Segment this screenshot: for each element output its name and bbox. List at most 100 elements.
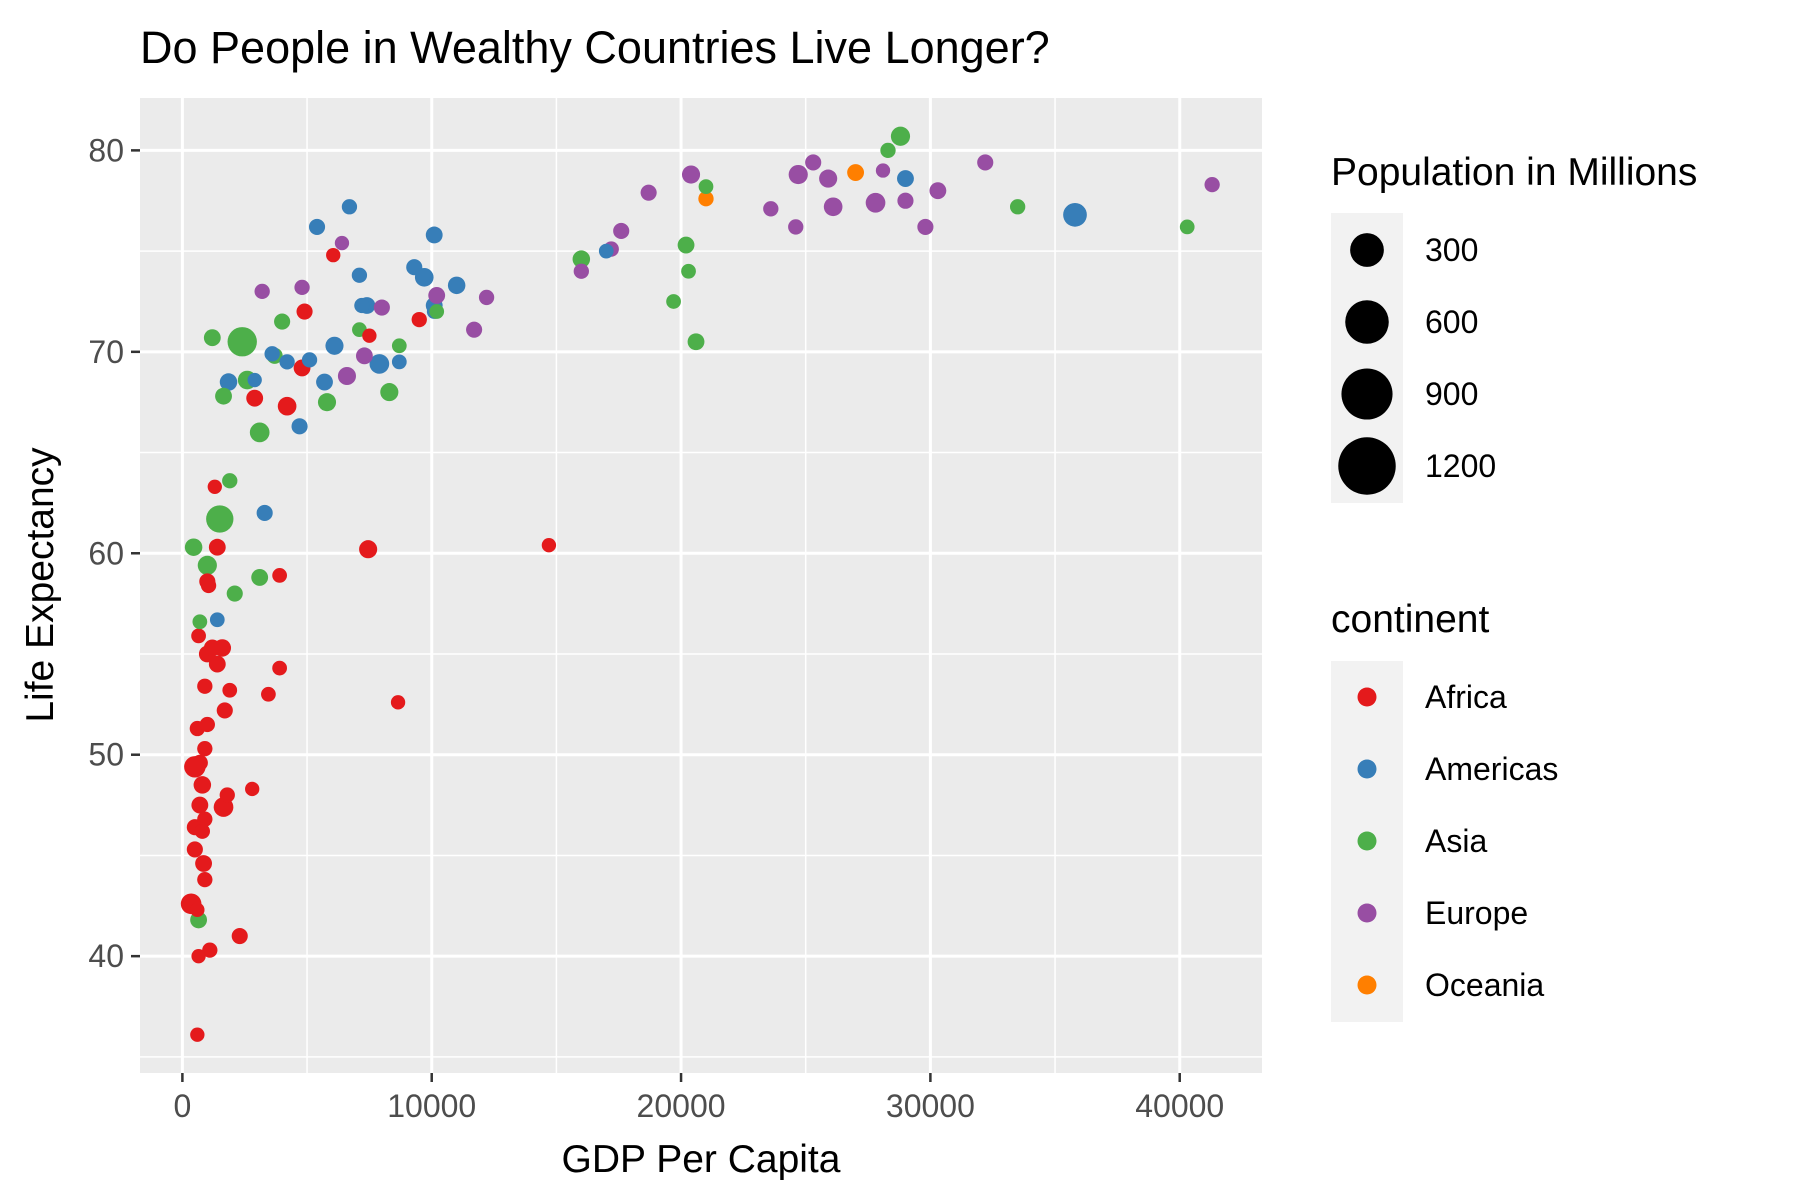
point-americas [256,504,273,522]
point-americas [369,354,390,374]
point-asia [687,333,705,351]
point-asia [1179,219,1195,235]
point-africa [296,303,313,320]
point-africa [191,628,206,644]
y-tick-label: 50 [88,737,124,773]
x-tick-label: 10000 [387,1088,476,1124]
point-asia [677,236,695,254]
point-europe [681,165,701,184]
point-africa [190,1027,205,1042]
point-europe [819,169,838,188]
point-asia [249,422,270,443]
color-legend-key-europe [1357,903,1377,923]
point-africa [216,702,233,719]
size-legend-key [1350,233,1384,267]
point-americas [897,170,914,188]
point-europe [254,283,270,300]
point-asia [203,329,221,347]
point-europe [478,289,495,306]
point-europe [613,222,630,240]
size-legend-key [1338,437,1396,495]
point-asia [391,338,407,354]
point-africa [246,389,264,407]
point-africa [197,871,213,888]
point-africa [194,823,210,839]
point-africa [186,841,203,858]
point-africa [326,247,341,263]
y-tick-label: 80 [88,132,124,168]
point-asia [222,473,238,489]
point-africa [272,568,287,583]
point-africa [359,540,378,559]
point-africa [203,639,221,657]
point-americas [316,373,333,391]
point-asia [251,569,269,586]
color-legend-label: Europe [1425,895,1528,931]
point-europe [788,164,808,185]
size-legend-key [1341,368,1393,420]
point-oceania [847,164,865,181]
color-legend-entries: Africa Americas Asia Europe Oceania [1357,679,1558,1003]
point-asia [890,126,911,146]
point-asia [698,179,714,195]
point-americas [391,354,407,370]
point-europe [917,218,934,235]
point-europe [373,299,390,316]
point-africa [190,902,205,917]
point-asia [197,555,217,575]
point-americas [308,218,326,235]
point-africa [245,781,260,797]
chart-title: Do People in Wealthy Countries Live Long… [140,22,1050,73]
point-africa [200,577,217,594]
point-africa [197,741,213,757]
y-tick-label: 40 [88,938,124,974]
point-americas [209,612,225,628]
minor-grid [140,98,1262,1073]
size-legend: Population in Millions 300 600 900 1200 [1331,151,1697,503]
size-legend-label: 900 [1425,376,1478,412]
point-europe [897,192,914,209]
point-africa [411,311,427,328]
point-europe [294,279,310,296]
point-africa [191,796,209,814]
point-africa [191,948,206,964]
point-africa [193,776,212,794]
point-africa [197,811,213,827]
point-americas [354,297,370,314]
point-asia [666,294,681,309]
point-asia [227,327,257,357]
point-europe [763,201,779,217]
point-europe [640,184,657,201]
point-europe [977,154,994,171]
point-europe [337,366,356,386]
size-legend-label: 1200 [1425,448,1496,484]
size-legend-label: 300 [1425,232,1478,268]
color-legend-key-asia [1357,831,1377,851]
point-americas [351,267,368,283]
point-americas [598,243,614,259]
size-legend-label: 600 [1425,304,1478,340]
point-africa [390,695,406,710]
point-africa [231,927,248,945]
color-legend-label: Asia [1425,823,1487,859]
point-asia [206,505,234,533]
point-europe [355,347,373,365]
point-americas [247,372,262,388]
point-africa [362,328,377,343]
point-africa [261,686,276,702]
plot-panel [140,98,1262,1073]
point-americas [219,373,238,391]
color-legend-label: Oceania [1425,967,1544,1003]
point-asia [681,263,696,279]
point-africa [277,396,297,416]
color-legend-key-americas [1357,759,1377,779]
color-legend-key-africa [1357,687,1377,707]
point-africa [199,716,215,733]
point-africa [195,855,213,872]
point-asia [274,313,291,330]
point-europe [875,163,891,178]
point-asia [572,250,591,268]
point-africa [219,787,235,803]
color-legend-label: Africa [1425,679,1507,715]
